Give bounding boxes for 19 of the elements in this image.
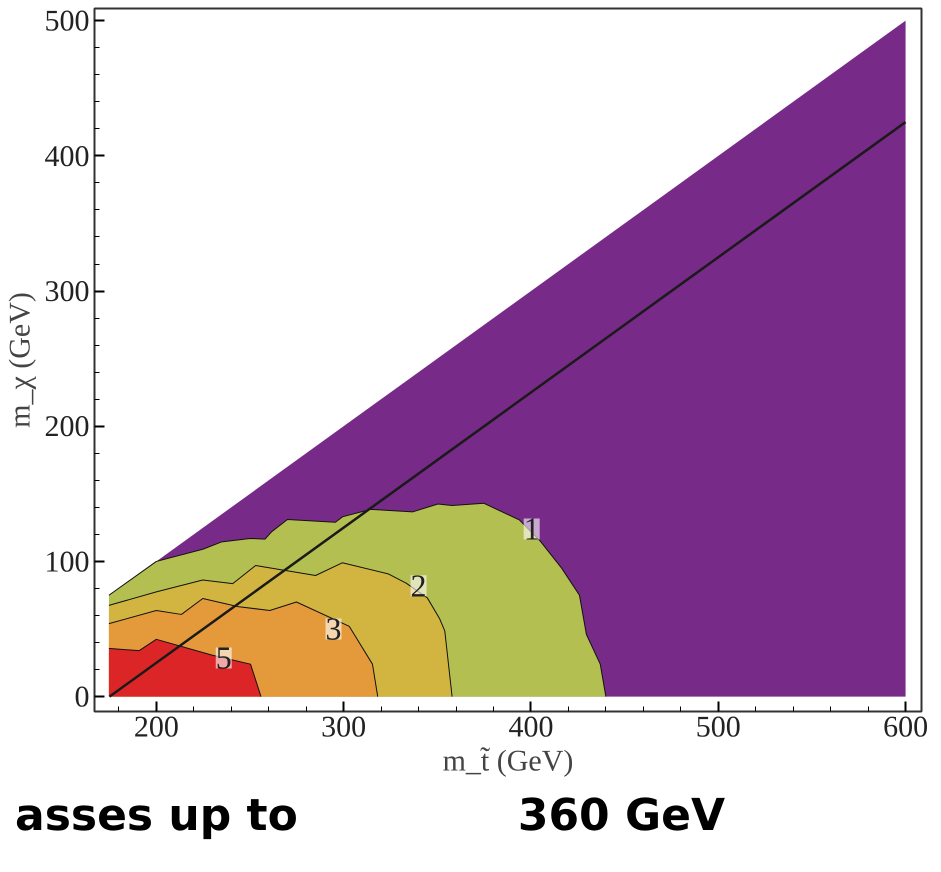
y-tick-label: 200 (44, 410, 90, 444)
annotation: 5 (216, 639, 232, 676)
y-tick-label: 400 (44, 140, 90, 173)
text: 360 GeV (518, 790, 726, 841)
x-tick-label: 300 (321, 710, 366, 744)
annotation: 3 (326, 610, 342, 647)
y-tick-label: 500 (44, 4, 90, 38)
x-tick-label: 600 (883, 710, 928, 744)
annotation: 1 (524, 510, 540, 546)
y-tick-label: 0 (74, 680, 90, 714)
annotation: 2 (410, 567, 427, 604)
x-axis-title: m_t̃ (GeV) (442, 744, 574, 778)
y-tick-label: 300 (44, 275, 90, 308)
y-tick-label: 100 (44, 545, 90, 578)
text: asses up to (15, 790, 298, 841)
x-tick-label: 500 (696, 710, 741, 744)
x-tick-label: 200 (134, 710, 179, 744)
y-axis-title: m_χ (GeV) (4, 292, 36, 428)
x-tick-label: 400 (508, 710, 554, 744)
